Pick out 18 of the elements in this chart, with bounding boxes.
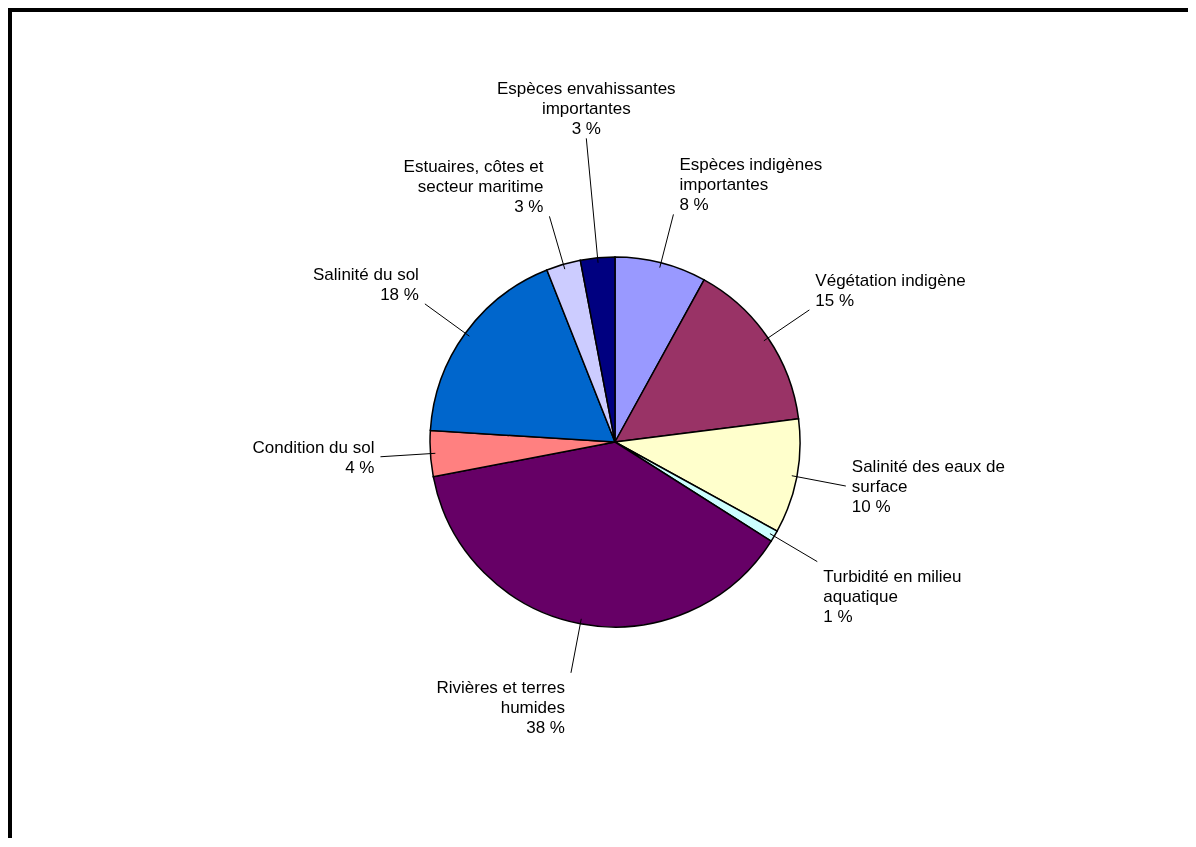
data-label: 3 % — [514, 197, 544, 217]
data-label: 15 % — [815, 290, 855, 310]
data-label: 8 % — [679, 195, 709, 215]
slice-label: Espèces indigènes importantes — [679, 155, 823, 195]
slice-label: Rivières et terres humides — [436, 677, 565, 717]
data-label: 10 % — [851, 497, 891, 517]
data-label: 4 % — [345, 457, 375, 477]
slice-label: Estuaires, côtes et secteur maritime — [403, 157, 544, 197]
data-label: 18 % — [380, 284, 419, 304]
data-label: 38 % — [526, 717, 565, 737]
slice-label: Condition du sol — [252, 437, 375, 457]
slice-label: Espèces envahissantes importantes — [496, 79, 676, 119]
slice-label: Végétation indigène — [815, 270, 966, 290]
data-label: 3 % — [571, 119, 601, 139]
slice-label: Salinité des eaux de surface — [851, 457, 1005, 497]
slice-label: Salinité du sol — [313, 264, 419, 284]
slice-label: Turbidité en milieu aquatique — [823, 566, 962, 606]
data-label: 1 % — [823, 606, 853, 626]
